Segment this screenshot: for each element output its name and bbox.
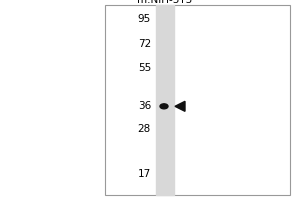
Bar [105,5,290,195]
Ellipse shape [160,104,168,109]
Text: 55: 55 [138,63,151,73]
Text: 28: 28 [138,124,151,134]
Text: 95: 95 [138,14,151,24]
Bar [156,5,174,195]
Text: 72: 72 [138,39,151,49]
Polygon shape [175,101,185,111]
Text: 36: 36 [138,101,151,111]
Text: m.NIH-3T3: m.NIH-3T3 [137,0,193,5]
Text: 17: 17 [138,169,151,179]
